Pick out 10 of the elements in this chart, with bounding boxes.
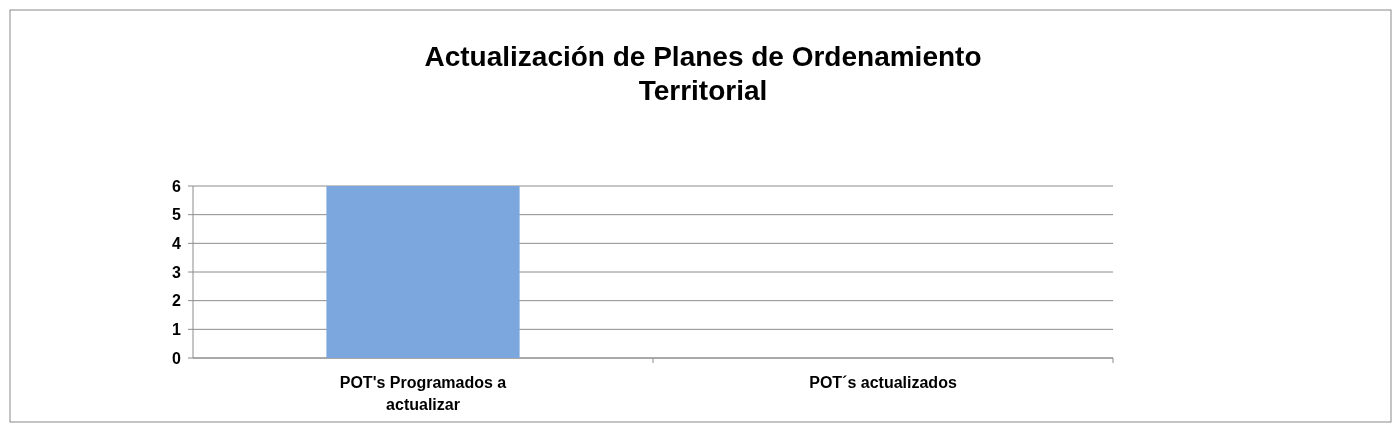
x-tick-label: POT´s actualizados	[809, 374, 957, 391]
y-tick-label: 0	[172, 349, 182, 367]
y-tick-label: 5	[172, 206, 182, 224]
y-tick-label: 3	[172, 263, 182, 281]
y-tick-label: 6	[172, 177, 182, 195]
y-tick-label: 2	[172, 292, 182, 310]
y-tick-label: 1	[172, 320, 182, 338]
y-tick-label: 4	[172, 234, 182, 252]
chart-title: Actualización de Planes de Ordenamiento Territorial	[424, 41, 982, 106]
x-tick-label: POT's Programados a actualizar	[339, 374, 507, 413]
